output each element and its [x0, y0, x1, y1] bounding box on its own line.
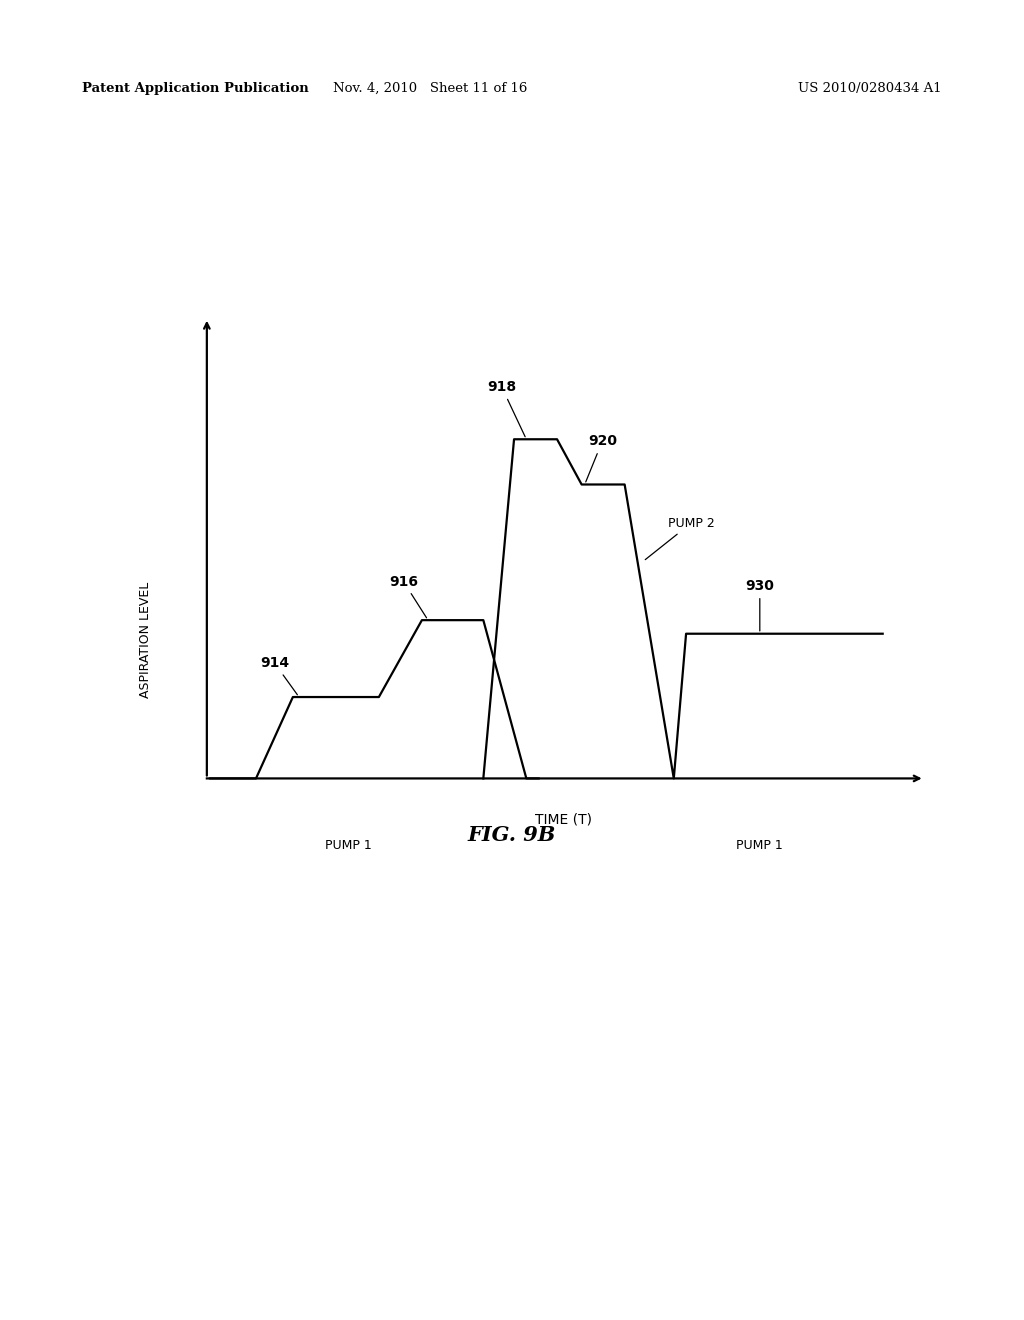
- Text: PUMP 2: PUMP 2: [645, 516, 715, 560]
- Text: 930: 930: [745, 579, 774, 631]
- Text: Patent Application Publication: Patent Application Publication: [82, 82, 308, 95]
- Text: 920: 920: [586, 434, 616, 482]
- Text: US 2010/0280434 A1: US 2010/0280434 A1: [799, 82, 942, 95]
- Text: 916: 916: [389, 574, 427, 618]
- Text: TIME (T): TIME (T): [535, 812, 592, 826]
- Text: 914: 914: [260, 656, 297, 694]
- Text: FIG. 9B: FIG. 9B: [468, 825, 556, 845]
- Text: PUMP 1: PUMP 1: [736, 840, 783, 853]
- Text: 918: 918: [487, 380, 525, 437]
- Text: PUMP 1: PUMP 1: [325, 840, 372, 853]
- Text: Nov. 4, 2010   Sheet 11 of 16: Nov. 4, 2010 Sheet 11 of 16: [333, 82, 527, 95]
- Text: ASPIRATION LEVEL: ASPIRATION LEVEL: [139, 582, 152, 698]
